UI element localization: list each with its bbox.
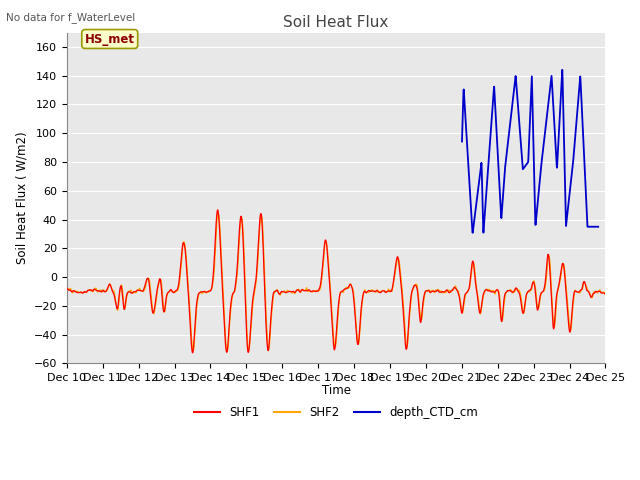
SHF1 bbox=[570, 295, 577, 301]
Y-axis label: Soil Heat Flux ( W/m2): Soil Heat Flux ( W/m2) bbox=[15, 132, 28, 264]
SHF2 bbox=[63, 292, 70, 298]
SHF2 bbox=[493, 287, 500, 293]
Line: SHF2: SHF2 bbox=[67, 213, 605, 352]
SHF1 bbox=[364, 288, 371, 294]
Title: Soil Heat Flux: Soil Heat Flux bbox=[284, 15, 388, 30]
SHF2 bbox=[570, 300, 577, 306]
depth_CTD_cm bbox=[493, 126, 500, 132]
depth_CTD_cm bbox=[569, 162, 577, 168]
SHF1 bbox=[352, 326, 360, 332]
SHF2 bbox=[364, 289, 371, 295]
SHF1 bbox=[213, 208, 221, 214]
SHF1 bbox=[63, 285, 70, 291]
SHF1 bbox=[189, 350, 196, 356]
SHF2 bbox=[213, 216, 221, 222]
Text: No data for f_WaterLevel: No data for f_WaterLevel bbox=[6, 12, 136, 23]
SHF2 bbox=[223, 349, 231, 355]
Line: depth_CTD_cm: depth_CTD_cm bbox=[462, 70, 598, 233]
SHF2 bbox=[214, 210, 222, 216]
SHF1 bbox=[602, 291, 609, 297]
Line: SHF1: SHF1 bbox=[67, 210, 605, 353]
Legend: SHF1, SHF2, depth_CTD_cm: SHF1, SHF2, depth_CTD_cm bbox=[189, 401, 483, 424]
SHF2 bbox=[602, 292, 609, 298]
SHF2 bbox=[554, 287, 562, 292]
SHF1 bbox=[214, 207, 221, 213]
SHF1 bbox=[554, 285, 562, 290]
SHF2 bbox=[352, 319, 360, 325]
SHF1 bbox=[493, 287, 500, 293]
X-axis label: Time: Time bbox=[322, 384, 351, 397]
Text: HS_met: HS_met bbox=[84, 33, 135, 46]
depth_CTD_cm bbox=[554, 151, 562, 156]
